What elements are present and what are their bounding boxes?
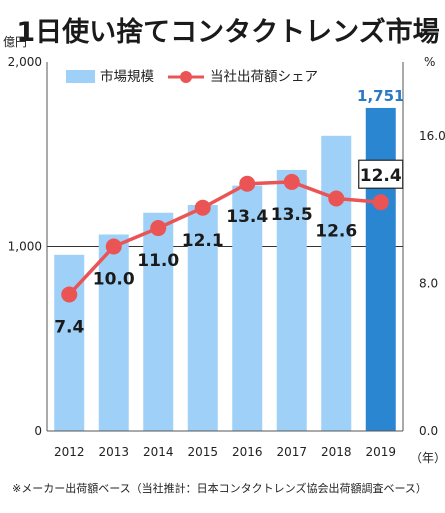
data-labels: 1,751 7.4 10.011.012.113.4 13.512.6 12.4 bbox=[54, 87, 404, 338]
bar-2017 bbox=[276, 169, 307, 431]
x-tick-2012: 2012 bbox=[54, 445, 85, 459]
x-tick-2016: 2016 bbox=[232, 445, 263, 459]
footnote: ※メーカー出荷額ベース（当社推計：日本コンタクトレンズ協会出荷額調査ベース） bbox=[12, 481, 427, 495]
share-label-box-2019 bbox=[358, 159, 404, 189]
legend-label-market: 市場規模 bbox=[100, 68, 154, 85]
share-point-2015 bbox=[194, 199, 211, 216]
legend-swatch-share-marker bbox=[180, 71, 192, 83]
share-label-2012: 7.4 bbox=[54, 317, 84, 337]
left-tick-1000: 1,000 bbox=[8, 240, 42, 254]
share-point-2018 bbox=[328, 190, 345, 207]
axes bbox=[46, 62, 404, 432]
share-point-2012 bbox=[61, 286, 78, 303]
share-line bbox=[61, 173, 389, 303]
share-point-2017 bbox=[283, 173, 300, 190]
share-point-2019 bbox=[372, 194, 389, 211]
share-label-2015: 12.1 bbox=[182, 231, 224, 251]
x-tick-2019: 2019 bbox=[365, 445, 396, 459]
share-label-2017: 13.5 bbox=[271, 205, 313, 225]
left-tick-0: 0 bbox=[34, 424, 42, 438]
x-tick-2015: 2015 bbox=[187, 445, 218, 459]
share-point-2014 bbox=[150, 220, 167, 237]
right-tick-8.0: 8.0 bbox=[419, 276, 438, 290]
share-label-2018: 12.6 bbox=[315, 222, 357, 242]
bar-2013 bbox=[98, 234, 129, 431]
x-tick-2014: 2014 bbox=[143, 445, 174, 459]
share-point-2016 bbox=[239, 175, 256, 192]
x-axis-unit: （年） bbox=[410, 451, 445, 465]
right-axis-unit: % bbox=[424, 55, 435, 69]
left-axis-ticks: 2,000 1,000 0 bbox=[8, 55, 42, 438]
share-label-2019: 12.4 bbox=[360, 166, 402, 186]
chart-title: 1日使い捨てコンタクトレンズ市場 bbox=[16, 16, 439, 48]
share-point-2013 bbox=[105, 238, 122, 255]
bar-2014 bbox=[143, 212, 174, 431]
share-label-2014: 11.0 bbox=[137, 251, 179, 271]
x-tick-2018: 2018 bbox=[321, 445, 352, 459]
right-tick-0.0: 0.0 bbox=[419, 424, 438, 438]
right-tick-16.0: 16.0 bbox=[419, 129, 445, 143]
bar-2015 bbox=[187, 204, 218, 431]
bar-2016 bbox=[232, 185, 263, 431]
bar-2018 bbox=[321, 135, 352, 432]
share-label-2016: 13.4 bbox=[226, 207, 268, 227]
bar-2019 bbox=[365, 107, 396, 432]
bars bbox=[54, 107, 396, 432]
left-axis-unit: 億円 bbox=[3, 35, 27, 49]
left-tick-2000: 2,000 bbox=[8, 55, 42, 69]
share-label-2013: 10.0 bbox=[93, 270, 135, 290]
legend-swatch-market bbox=[66, 70, 95, 83]
bar-value-label-2019: 1,751 bbox=[357, 87, 404, 105]
x-tick-2013: 2013 bbox=[98, 445, 129, 459]
x-axis-ticks: 2012 2013 2014 2015 2016 2017 2018 2019 bbox=[54, 445, 396, 459]
x-tick-2017: 2017 bbox=[276, 445, 307, 459]
right-axis-ticks: 16.0 8.0 0.0 bbox=[419, 129, 445, 438]
legend-label-share: 当社出荷額シェア bbox=[210, 69, 318, 85]
legend: 市場規模 当社出荷額シェア bbox=[66, 68, 318, 85]
